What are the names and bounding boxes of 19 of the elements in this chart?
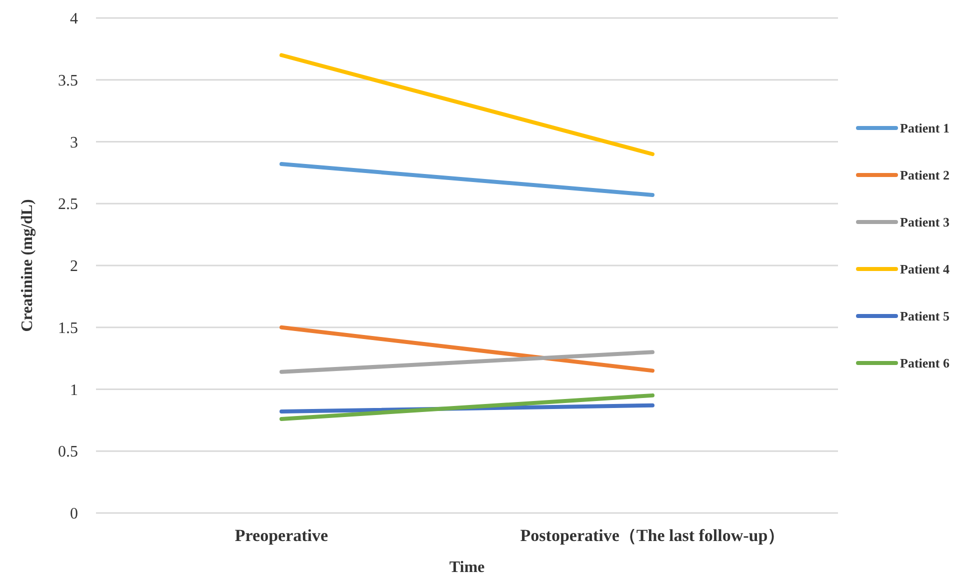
legend-label: Patient 5 (900, 308, 950, 324)
y-tick-label: 1 (70, 382, 78, 399)
x-tick-label: Preoperative (234, 526, 329, 545)
y-tick-label: 1.5 (58, 320, 78, 337)
y-tick-label: 0.5 (58, 444, 78, 461)
legend-label: Patient 2 (900, 168, 950, 183)
y-tick-label: 4 (70, 10, 78, 28)
x-axis-title: Time (449, 559, 485, 576)
y-tick-label: 3.5 (58, 72, 78, 90)
y-tick-label: 2.5 (58, 196, 78, 214)
legend-label: Patient 6 (900, 356, 950, 371)
legend-label: Patient 4 (900, 262, 950, 277)
y-tick-label: 3 (70, 134, 78, 152)
y-tick-label: 2 (70, 258, 78, 276)
x-tick-label: Postoperative（The last follow-up） (520, 526, 785, 545)
y-axis-title: Creatinine (mg/dL) (19, 199, 36, 332)
legend-label: Patient 1 (900, 120, 950, 136)
y-tick-label: 0 (70, 506, 78, 523)
legend-label: Patient 3 (900, 214, 950, 230)
